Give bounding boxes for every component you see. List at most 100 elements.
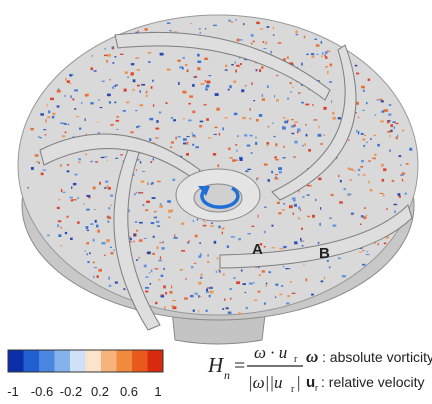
- vortex-speckle: [235, 144, 238, 146]
- vortex-speckle: [149, 117, 154, 121]
- vortex-speckle: [287, 268, 291, 270]
- vortex-speckle: [275, 174, 278, 176]
- vortex-speckle: [60, 164, 62, 167]
- vortex-speckle: [362, 138, 366, 141]
- vortex-speckle: [271, 224, 274, 227]
- vortex-speckle: [349, 168, 354, 171]
- vortex-speckle: [313, 119, 318, 121]
- vortex-speckle: [277, 42, 282, 44]
- vortex-speckle: [338, 174, 340, 178]
- vortex-speckle: [152, 79, 154, 82]
- vortex-speckle: [228, 19, 232, 22]
- vortex-speckle: [274, 177, 279, 180]
- vortex-speckle: [292, 212, 294, 215]
- vortex-speckle: [107, 54, 111, 57]
- vortex-speckle: [406, 163, 409, 165]
- vortex-speckle: [319, 222, 321, 226]
- vortex-speckle: [205, 86, 207, 89]
- vortex-speckle: [108, 207, 111, 210]
- vortex-speckle: [145, 287, 149, 289]
- vortex-speckle: [324, 276, 326, 280]
- vortex-speckle: [356, 72, 360, 75]
- vortex-speckle: [362, 250, 365, 252]
- vortex-speckle: [75, 116, 80, 118]
- vortex-speckle: [261, 66, 264, 69]
- vortex-speckle: [379, 192, 384, 194]
- vortex-speckle: [281, 209, 285, 211]
- vortex-speckle: [364, 134, 366, 136]
- vortex-speckle: [170, 146, 173, 149]
- vortex-speckle: [198, 309, 200, 313]
- formula-denominator-end: |: [297, 373, 300, 392]
- vortex-speckle: [172, 306, 177, 310]
- impeller: A B: [17, 14, 419, 345]
- vortex-speckle: [150, 86, 153, 89]
- vortex-speckle: [302, 196, 305, 198]
- vortex-speckle: [374, 153, 377, 156]
- blade: [113, 149, 161, 331]
- vortex-speckle: [255, 136, 257, 139]
- vortex-speckle: [168, 209, 173, 213]
- vortex-speckle: [141, 83, 146, 86]
- vortex-speckle: [397, 134, 399, 138]
- vortex-speckle: [317, 133, 322, 137]
- vortex-speckle: [312, 104, 314, 106]
- vortex-speckle: [222, 308, 225, 310]
- vortex-speckle: [255, 141, 258, 145]
- vortex-speckle: [130, 63, 135, 66]
- vortex-speckle: [179, 269, 183, 271]
- vortex-speckle: [217, 164, 220, 168]
- vortex-speckle: [47, 116, 51, 119]
- vortex-speckle: [86, 208, 90, 211]
- vortex-speckle: [252, 40, 255, 42]
- vortex-speckle: [301, 101, 304, 104]
- vortex-speckle: [199, 31, 201, 35]
- vortex-speckle: [293, 124, 296, 127]
- colorbar-swatch: [85, 350, 102, 372]
- vortex-speckle: [295, 34, 299, 36]
- vortex-speckle: [204, 57, 209, 60]
- vortex-speckle: [257, 214, 259, 218]
- vortex-speckle: [108, 101, 111, 104]
- vortex-speckle: [312, 214, 315, 218]
- vortex-speckle: [289, 82, 292, 85]
- vortex-speckle: [101, 80, 105, 82]
- vortex-speckle: [84, 118, 86, 121]
- vortex-speckle: [208, 137, 211, 139]
- vortex-speckle: [262, 41, 265, 43]
- vortex-speckle: [284, 120, 289, 124]
- vortex-speckle: [205, 309, 208, 312]
- vortex-speckle: [243, 23, 245, 26]
- vortex-speckle: [123, 88, 127, 92]
- vortex-speckle: [259, 243, 263, 246]
- vortex-speckle: [282, 157, 286, 159]
- vortex-speckle: [229, 157, 233, 159]
- vortex-speckle: [90, 67, 94, 71]
- vortex-speckle: [200, 83, 205, 85]
- vortex-speckle: [170, 141, 174, 144]
- vortex-speckle: [282, 125, 284, 129]
- vortex-speckle: [235, 19, 237, 21]
- vortex-speckle: [107, 220, 110, 223]
- vortex-speckle: [283, 203, 286, 205]
- vortex-speckle: [297, 128, 301, 132]
- vortex-speckle: [165, 102, 168, 104]
- vortex-speckle: [222, 127, 224, 131]
- vortex-speckle: [292, 86, 294, 88]
- vortex-speckle: [43, 129, 47, 131]
- vortex-speckle: [135, 57, 140, 59]
- vortex-speckle: [245, 170, 249, 173]
- vortex-speckle: [154, 210, 157, 213]
- vortex-speckle: [150, 222, 155, 225]
- vortex-speckle: [362, 89, 365, 92]
- vortex-speckle: [152, 235, 155, 238]
- vortex-speckle: [326, 259, 329, 262]
- vortex-speckle: [79, 127, 82, 130]
- vortex-speckle: [56, 89, 61, 93]
- vortex-speckle: [360, 215, 364, 218]
- vortex-speckle: [183, 142, 187, 145]
- vortex-speckle: [172, 300, 176, 302]
- vortex-speckle: [332, 111, 335, 115]
- vortex-speckle: [78, 161, 81, 163]
- vortex-speckle: [358, 131, 360, 134]
